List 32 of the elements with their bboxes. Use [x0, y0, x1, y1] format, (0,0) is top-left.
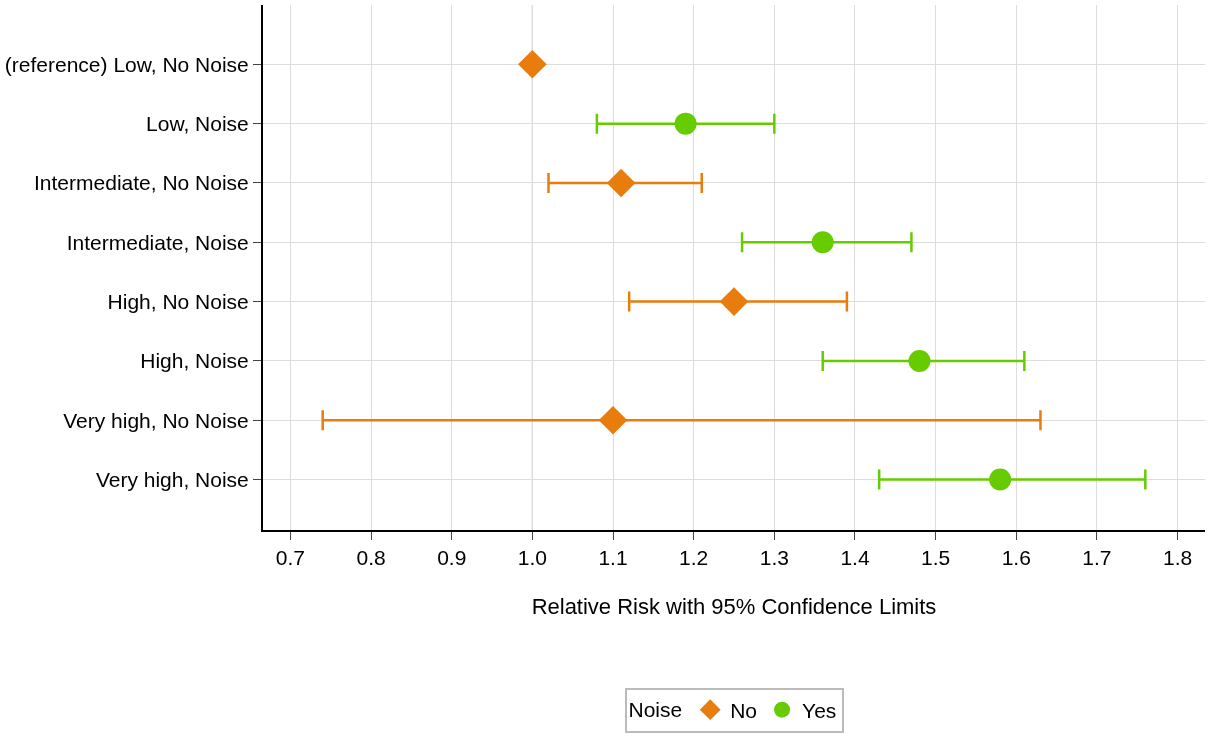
point: [811, 231, 834, 254]
x-tick-label: 1.5: [921, 546, 951, 570]
x-tick-label: 0.8: [356, 546, 386, 570]
point: [598, 405, 628, 435]
y-tick-label: High, No Noise: [107, 289, 249, 313]
point: [719, 287, 749, 316]
y-tick-label: Low, Noise: [146, 111, 249, 135]
x-tick-label: 0.7: [275, 546, 306, 570]
x-tick-label: 0.9: [437, 546, 467, 570]
point: [518, 50, 547, 79]
x-tick-label: 1.1: [598, 546, 628, 570]
y-tick-label: High, Noise: [140, 349, 249, 373]
y-tick-label: Intermediate, Noise: [66, 230, 249, 254]
point: [908, 349, 931, 372]
point: [989, 468, 1012, 491]
y-tick-label: Very high, No Noise: [63, 408, 249, 432]
x-tick-label: 1.3: [759, 546, 789, 570]
point: [674, 112, 697, 135]
y-tick-label: (reference) Low, No Noise: [4, 52, 249, 76]
x-tick-label: 1.0: [517, 546, 547, 570]
y-tick-label: Intermediate, No Noise: [34, 171, 249, 195]
legend-title: Noise: [628, 697, 683, 721]
x-tick-label: 1.6: [1001, 546, 1031, 570]
legend-label: No: [730, 698, 758, 722]
x-tick-label: 1.2: [679, 546, 709, 570]
x-tick-label: 1.8: [1162, 546, 1193, 570]
point: [606, 168, 636, 198]
x-tick-label: 1.4: [840, 546, 870, 570]
legend-label: Yes: [802, 698, 837, 722]
x-tick-label: 1.7: [1082, 546, 1112, 570]
x-axis-title: Relative Risk with 95% Confidence Limits: [531, 593, 937, 619]
y-tick-label: Very high, Noise: [95, 467, 249, 491]
